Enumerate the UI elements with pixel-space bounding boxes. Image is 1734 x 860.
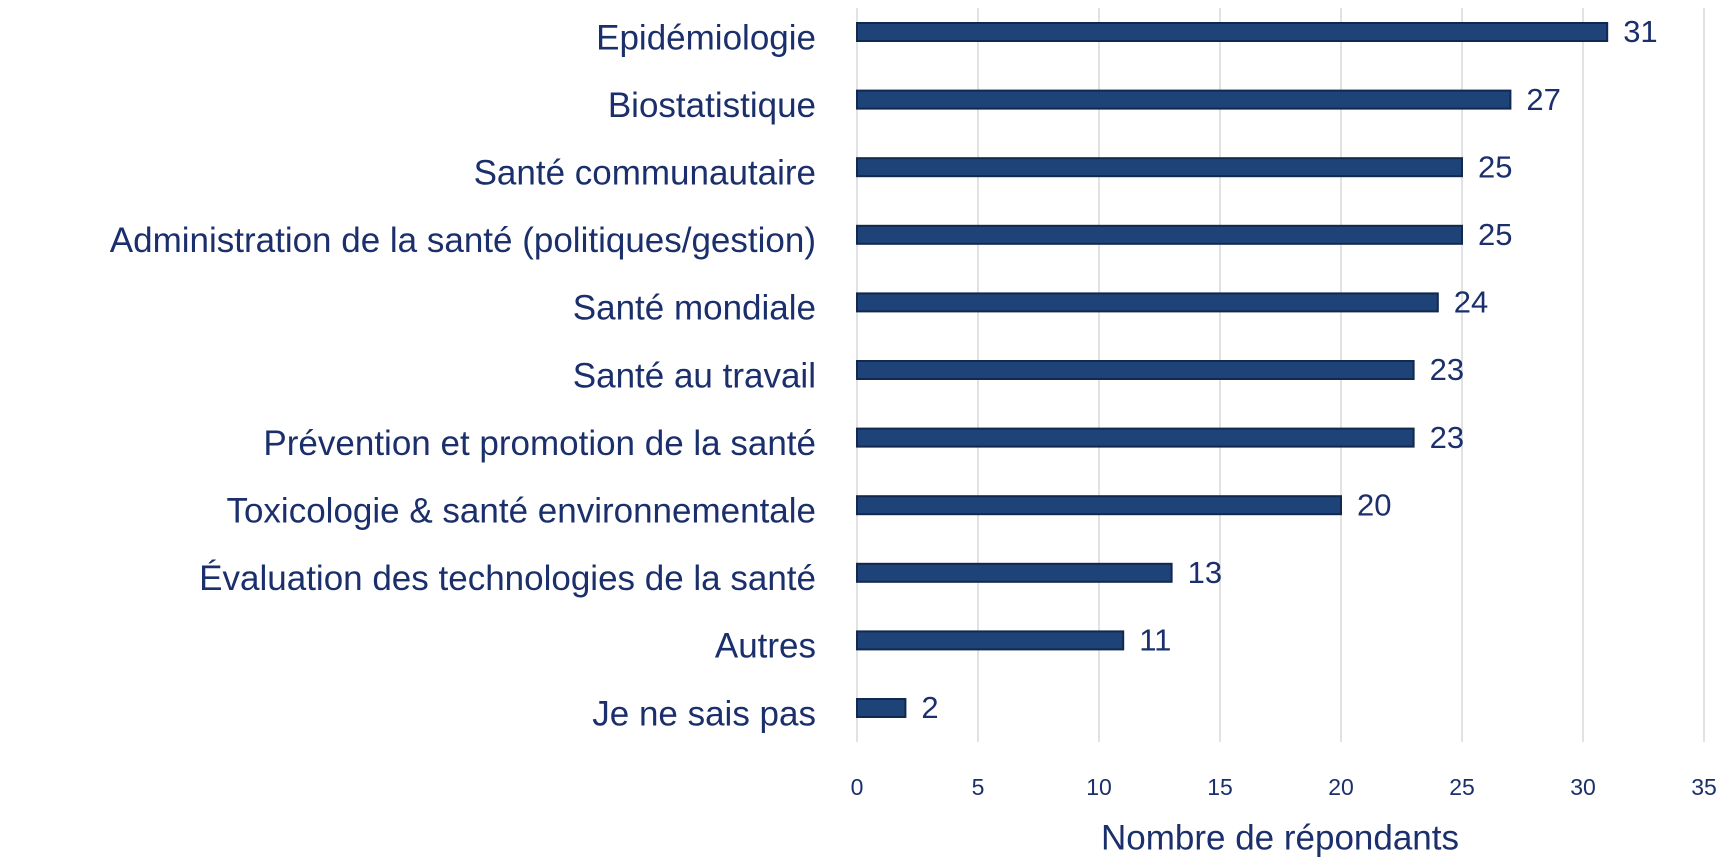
y-tick-label: Je ne sais pas [592,694,816,733]
x-tick-label: 20 [1328,774,1354,800]
y-tick-label: Santé communautaire [474,153,816,192]
y-tick-label: Santé au travail [573,356,816,395]
value-label: 23 [1430,352,1464,387]
bar [856,292,1439,313]
x-tick-label: 15 [1207,774,1233,800]
bar [856,22,1609,42]
x-tick-label: 10 [1086,774,1112,800]
bar [856,562,1173,583]
y-tick-label: Toxicologie & santé environnementale [226,491,816,530]
y-tick-label: Santé mondiale [573,289,816,328]
bar [856,630,1125,651]
y-tick-label: Prévention et promotion de la santé [263,424,816,463]
value-label: 11 [1139,623,1171,658]
y-tick-label: Epidémiologie [596,18,816,57]
value-label: 2 [921,690,938,725]
value-label: 27 [1526,82,1560,117]
bar [856,427,1415,448]
value-label: 31 [1623,14,1657,49]
bar [856,360,1415,380]
x-tick-label: 30 [1570,774,1596,800]
value-label: 20 [1357,487,1391,522]
bar [856,157,1463,178]
y-tick-label: Évaluation des technologies de la santé [199,559,816,598]
x-tick-label: 0 [851,774,864,800]
bar [856,89,1512,110]
value-label: 23 [1430,420,1464,455]
x-tick-label: 35 [1691,774,1717,800]
value-label: 13 [1188,555,1222,590]
y-tick-label: Biostatistique [608,86,816,125]
value-label: 25 [1478,217,1512,252]
x-tick-label: 25 [1449,774,1475,800]
y-tick-label: Administration de la santé (politiques/g… [110,221,816,260]
x-axis-title: Nombre de répondants [1101,818,1459,857]
bar [856,224,1463,245]
bar [856,495,1342,516]
value-label: 24 [1454,285,1488,320]
y-tick-label: Autres [715,627,816,666]
bar [856,698,907,718]
value-label: 25 [1478,149,1512,184]
x-tick-label: 5 [972,774,985,800]
